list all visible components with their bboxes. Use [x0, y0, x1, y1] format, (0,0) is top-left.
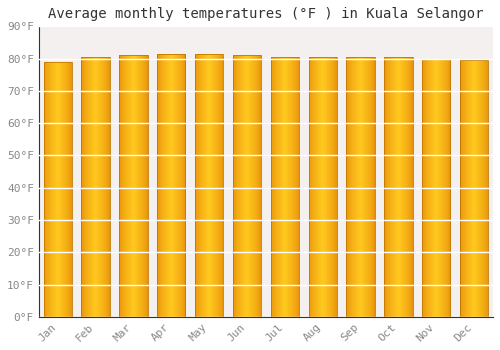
- Bar: [119, 55, 148, 317]
- Bar: [82, 57, 110, 317]
- Bar: [233, 55, 261, 317]
- Bar: [44, 62, 72, 317]
- Bar: [460, 60, 488, 317]
- Bar: [270, 57, 299, 317]
- Title: Average monthly temperatures (°F ) in Kuala Selangor: Average monthly temperatures (°F ) in Ku…: [48, 7, 484, 21]
- Bar: [422, 58, 450, 317]
- Bar: [195, 54, 224, 317]
- Bar: [157, 54, 186, 317]
- Bar: [308, 57, 337, 317]
- Bar: [384, 57, 412, 317]
- Bar: [346, 57, 375, 317]
